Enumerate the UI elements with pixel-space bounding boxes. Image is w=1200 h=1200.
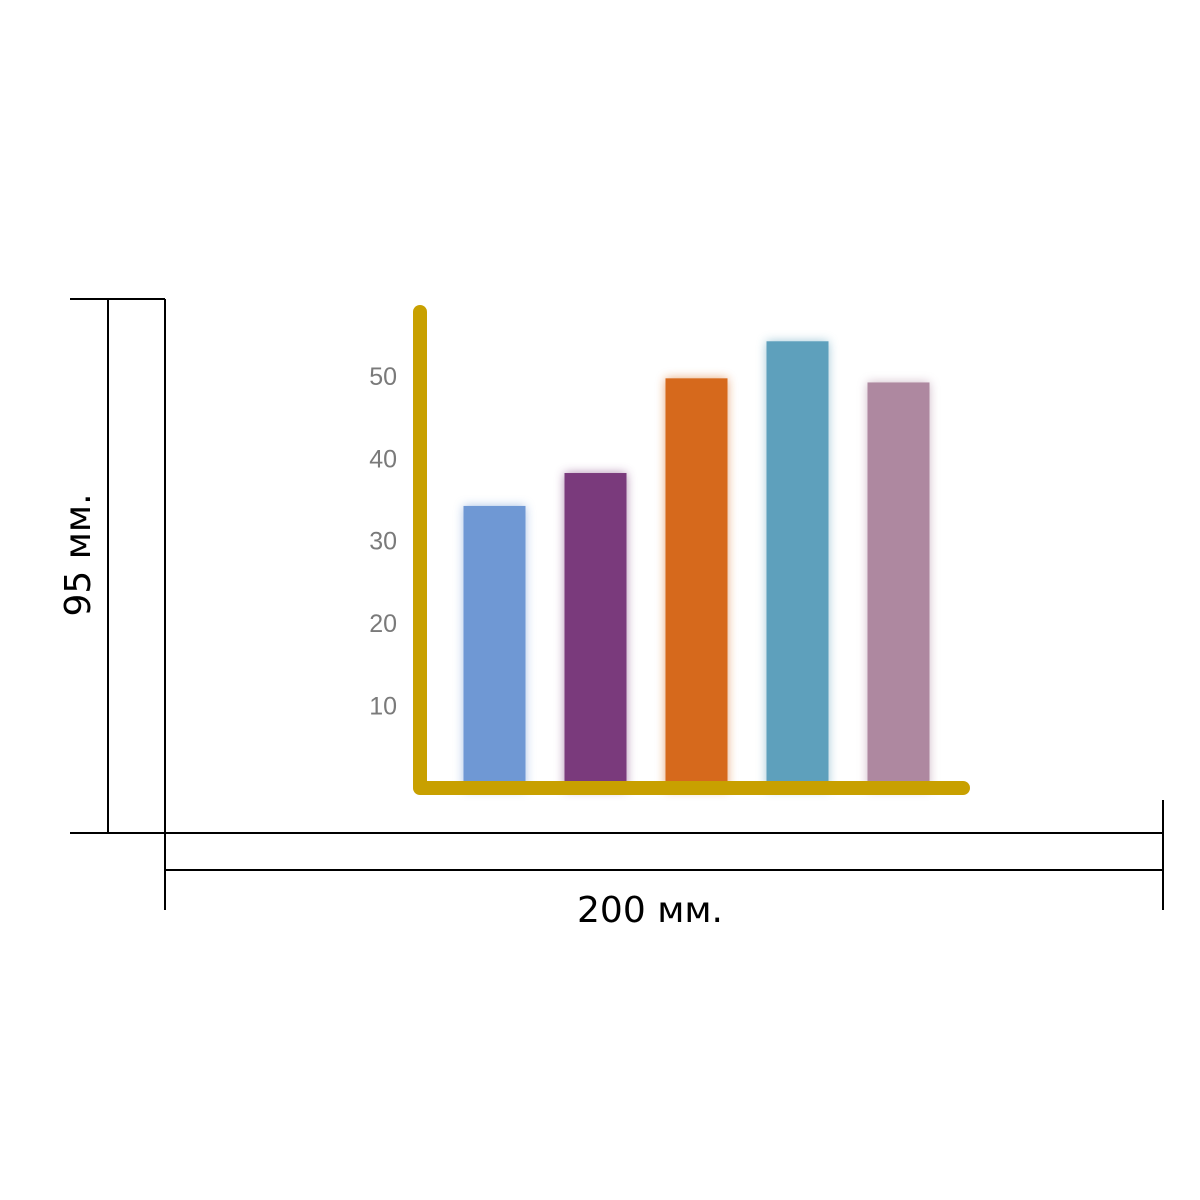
bar	[564, 473, 627, 790]
bar	[766, 341, 829, 790]
y-tick-label: 20	[369, 610, 397, 638]
bar	[463, 505, 526, 790]
y-tick-label: 30	[369, 528, 397, 556]
y-tick-label: 10	[369, 692, 397, 720]
bar	[665, 378, 728, 790]
width-label: 200 мм.	[577, 890, 723, 931]
y-tick-label: 40	[369, 445, 397, 473]
height-label: 95 мм.	[58, 493, 99, 616]
bar	[867, 382, 930, 790]
dimension-lines	[70, 298, 1164, 910]
y-tick-label: 50	[369, 363, 397, 391]
